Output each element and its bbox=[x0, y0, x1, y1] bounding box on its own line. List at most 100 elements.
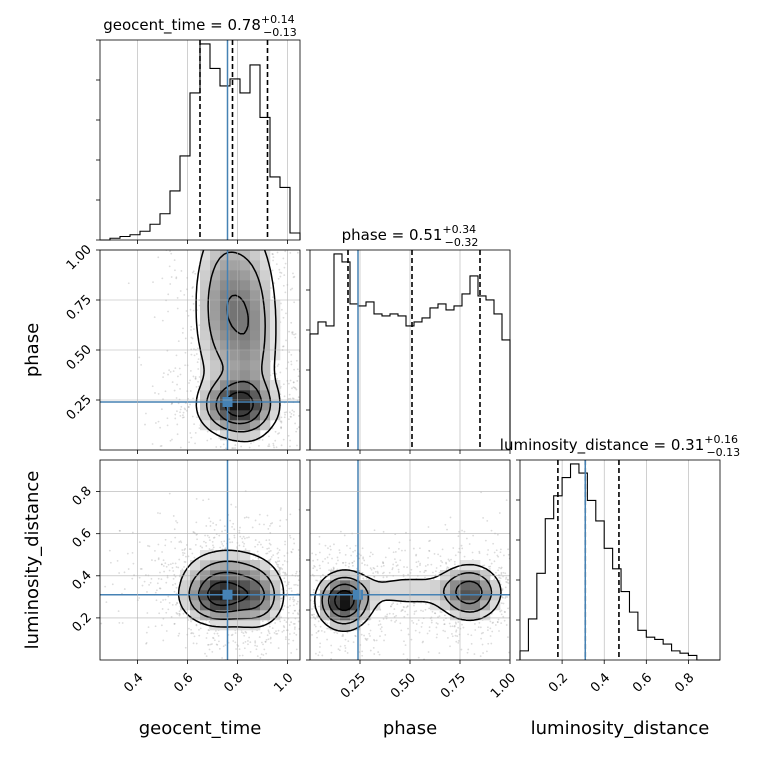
joint-geocent_time-phase-density-cell bbox=[200, 410, 211, 421]
joint-phase-luminosity_distance-sample bbox=[326, 638, 329, 641]
joint-phase-luminosity_distance-sample bbox=[326, 556, 329, 559]
joint-geocent_time-phase-sample bbox=[193, 348, 195, 351]
joint-geocent_time-luminosity_distance-sample bbox=[277, 629, 280, 632]
joint-geocent_time-luminosity_distance-sample bbox=[206, 534, 209, 537]
joint-geocent_time-phase-density-cell bbox=[240, 370, 251, 381]
joint-geocent_time-luminosity_distance-density-cell bbox=[220, 580, 231, 591]
joint-geocent_time-luminosity_distance-density-cell bbox=[250, 580, 261, 591]
joint-geocent_time-luminosity_distance-sample bbox=[268, 632, 271, 635]
joint-phase-luminosity_distance-sample bbox=[391, 568, 394, 571]
joint-phase-luminosity_distance-sample bbox=[403, 566, 405, 568]
joint-geocent_time-luminosity_distance-sample bbox=[100, 622, 103, 625]
joint-phase-luminosity_distance-sample bbox=[316, 558, 319, 561]
joint-geocent_time-luminosity_distance-sample bbox=[184, 547, 187, 550]
joint-geocent_time-luminosity_distance-sample bbox=[145, 574, 147, 576]
joint-geocent_time-phase-sample bbox=[293, 410, 295, 413]
joint-geocent_time-luminosity_distance-sample bbox=[165, 630, 168, 632]
joint-geocent_time-luminosity_distance-truth-marker bbox=[222, 589, 233, 600]
joint-geocent_time-phase-sample bbox=[193, 354, 196, 357]
joint-phase-luminosity_distance-sample bbox=[381, 561, 384, 563]
joint-geocent_time-luminosity_distance-sample bbox=[157, 577, 160, 580]
joint-geocent_time-phase-sample bbox=[188, 441, 190, 444]
joint-geocent_time-luminosity_distance-sample bbox=[260, 543, 262, 546]
joint-geocent_time-phase-sample bbox=[280, 426, 282, 429]
joint-geocent_time-phase-sample bbox=[176, 383, 178, 386]
joint-geocent_time-phase-density-cell bbox=[250, 270, 261, 281]
joint-phase-luminosity_distance-sample bbox=[470, 634, 473, 637]
joint-phase-luminosity_distance-sample bbox=[398, 541, 401, 544]
joint-geocent_time-phase-sample bbox=[284, 291, 287, 294]
joint-phase-luminosity_distance-sample bbox=[344, 644, 346, 647]
joint-phase-luminosity_distance-sample bbox=[392, 602, 395, 605]
joint-phase-luminosity_distance-density-cell bbox=[330, 620, 341, 631]
joint-phase-luminosity_distance-sample bbox=[400, 549, 403, 552]
joint-phase-luminosity_distance-sample bbox=[494, 624, 497, 626]
joint-phase-luminosity_distance-sample bbox=[371, 553, 374, 556]
joint-phase-luminosity_distance-sample bbox=[441, 561, 444, 564]
joint-phase-luminosity_distance-sample bbox=[439, 564, 442, 567]
joint-phase-luminosity_distance-sample bbox=[402, 574, 405, 576]
joint-geocent_time-luminosity_distance-density-cell bbox=[200, 600, 211, 611]
joint-geocent_time-phase-sample bbox=[157, 256, 160, 259]
joint-phase-luminosity_distance-sample bbox=[329, 548, 332, 551]
joint-phase-luminosity_distance-density-cell bbox=[470, 570, 481, 581]
joint-geocent_time-luminosity_distance-sample bbox=[230, 634, 233, 637]
joint-geocent_time-luminosity_distance-sample bbox=[181, 549, 184, 551]
joint-phase-luminosity_distance-sample bbox=[488, 565, 490, 568]
joint-geocent_time-luminosity_distance-sample bbox=[165, 611, 168, 614]
joint-phase-luminosity_distance-sample bbox=[500, 571, 503, 574]
joint-geocent_time-phase-contour-0 bbox=[195, 250, 281, 443]
joint-geocent_time-luminosity_distance-sample bbox=[199, 627, 202, 630]
joint-phase-luminosity_distance-sample bbox=[362, 556, 365, 559]
joint-geocent_time-phase-truth-marker bbox=[222, 397, 233, 407]
joint-geocent_time-luminosity_distance-sample bbox=[184, 646, 187, 649]
joint-phase-luminosity_distance-sample bbox=[430, 619, 433, 622]
joint-geocent_time-luminosity_distance-sample bbox=[131, 577, 134, 580]
joint-geocent_time-luminosity_distance-sample bbox=[242, 632, 245, 635]
joint-geocent_time-luminosity_distance-sample bbox=[162, 639, 165, 642]
joint-geocent_time-phase-density-cell bbox=[210, 300, 221, 311]
joint-geocent_time-luminosity_distance-sample bbox=[243, 537, 246, 540]
joint-geocent_time-luminosity_distance-sample bbox=[247, 516, 250, 519]
joint-geocent_time-phase-density-cell bbox=[250, 390, 261, 401]
joint-geocent_time-luminosity_distance-sample bbox=[281, 568, 284, 570]
joint-geocent_time-luminosity_distance-sample bbox=[132, 562, 135, 565]
joint-phase-luminosity_distance-sample bbox=[369, 555, 371, 558]
joint-phase-luminosity_distance-sample bbox=[317, 629, 320, 632]
joint-geocent_time-luminosity_distance-sample bbox=[147, 544, 149, 547]
joint-geocent_time-luminosity_distance-sample bbox=[123, 588, 126, 590]
joint-geocent_time-phase-density-cell bbox=[230, 300, 241, 311]
joint-geocent_time-phase-sample bbox=[271, 296, 274, 299]
joint-geocent_time-luminosity_distance-sample bbox=[189, 548, 192, 551]
hist-geocent_time-frame bbox=[99, 39, 301, 241]
joint-geocent_time-luminosity_distance-density-cell bbox=[210, 580, 221, 591]
joint-phase-luminosity_distance-density-cell bbox=[370, 580, 381, 591]
joint-geocent_time-phase-sample bbox=[287, 434, 290, 437]
joint-phase-luminosity_distance-sample bbox=[499, 610, 502, 613]
joint-phase-luminosity_distance-sample bbox=[445, 561, 447, 564]
joint-phase-luminosity_distance-sample bbox=[368, 632, 371, 635]
joint-geocent_time-luminosity_distance-sample bbox=[119, 529, 121, 532]
joint-phase-luminosity_distance-sample bbox=[316, 615, 318, 617]
joint-geocent_time-phase-sample bbox=[196, 361, 199, 364]
joint-geocent_time-luminosity_distance-sample bbox=[117, 610, 120, 613]
joint-phase-luminosity_distance-sample bbox=[473, 653, 476, 655]
joint-geocent_time-phase-sample bbox=[166, 424, 169, 427]
joint-geocent_time-phase-density-cell bbox=[230, 400, 241, 411]
joint-phase-luminosity_distance-sample bbox=[479, 626, 482, 629]
joint-phase-luminosity_distance-sample bbox=[424, 576, 426, 579]
joint-geocent_time-luminosity_distance-sample bbox=[249, 651, 252, 653]
joint-geocent_time-luminosity_distance-sample bbox=[190, 620, 192, 623]
joint-geocent_time-phase-density-cell bbox=[210, 280, 221, 291]
joint-phase-luminosity_distance-sample bbox=[495, 549, 498, 552]
joint-phase-luminosity_distance-sample bbox=[333, 543, 335, 546]
joint-geocent_time-luminosity_distance-sample bbox=[173, 573, 176, 576]
joint-phase-luminosity_distance-sample bbox=[427, 651, 430, 653]
joint-geocent_time-phase-sample bbox=[176, 423, 179, 426]
joint-geocent_time-luminosity_distance-sample bbox=[292, 538, 295, 540]
joint-phase-luminosity_distance-sample bbox=[506, 581, 509, 584]
joint-geocent_time-phase-density-cell bbox=[230, 420, 241, 431]
joint-geocent_time-phase-sample bbox=[197, 368, 200, 370]
joint-phase-luminosity_distance-sample bbox=[483, 564, 486, 567]
joint-geocent_time-phase-sample bbox=[176, 433, 179, 436]
